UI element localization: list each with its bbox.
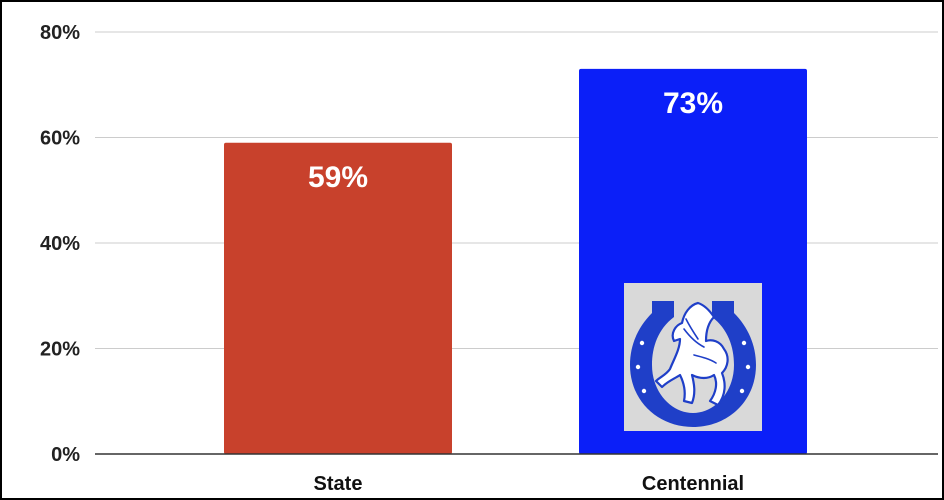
- gridlines: [95, 31, 938, 349]
- labels: 59% State 73% Centennial: [308, 87, 744, 495]
- bar-state: [224, 142, 452, 454]
- category-label: Centennial: [642, 473, 744, 495]
- y-tick-label: 0%: [51, 444, 80, 466]
- data-label: 73%: [663, 87, 723, 120]
- category-label: State: [314, 473, 363, 495]
- data-label: 59%: [308, 161, 368, 194]
- y-tick-label: 20%: [40, 339, 80, 361]
- y-tick-label: 60%: [40, 128, 80, 150]
- y-tick-label: 40%: [40, 233, 80, 255]
- logo-layer: [624, 283, 762, 431]
- horseshoe-bronco-logo-icon: [624, 283, 762, 431]
- axes: 0% 20% 40% 60% 80%: [40, 22, 938, 466]
- y-tick-label: 80%: [40, 22, 80, 44]
